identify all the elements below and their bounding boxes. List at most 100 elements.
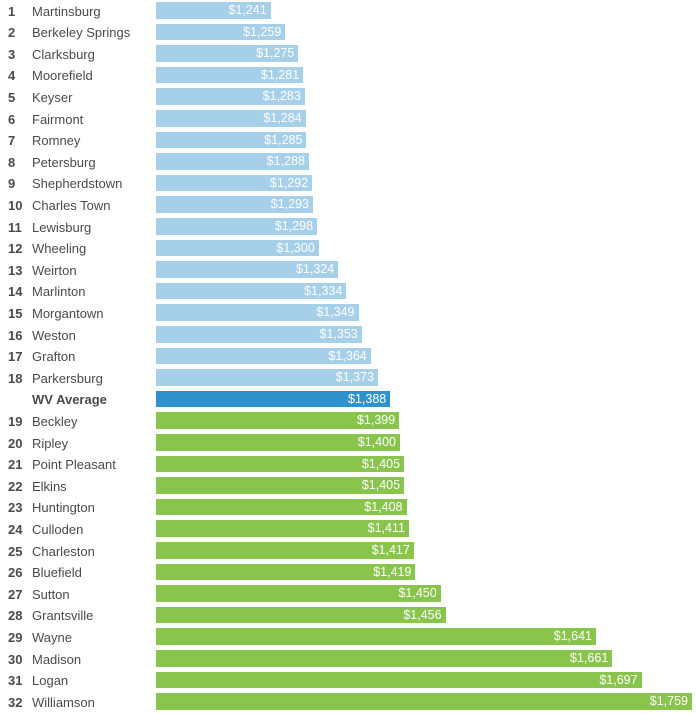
city-label: Grantsville (32, 608, 94, 624)
city-label: Grafton (32, 349, 76, 365)
bar-value-label: $1,405 (361, 478, 401, 493)
rank-label: 26 (8, 565, 23, 581)
bar-row: 16 Weston $1,353 (0, 325, 696, 347)
bar-row: 22 Elkins $1,405 (0, 476, 696, 498)
city-label: Lewisburg (32, 219, 92, 235)
rank-label: 6 (8, 111, 16, 127)
bar-row: 26 Bluefield $1,419 (0, 562, 696, 584)
rank-label: 30 (8, 651, 23, 667)
bar-row: 13 Weirton $1,324 (0, 260, 696, 282)
bar-value-label: $1,241 (228, 3, 267, 17)
bar-value-label: $1,373 (335, 370, 375, 385)
bar-row: 32 Williamson $1,759 (0, 692, 696, 714)
rank-label: 10 (8, 197, 23, 213)
bar-value-label: $1,281 (260, 67, 300, 82)
city-label: Point Pleasant (32, 457, 116, 473)
bar-row: 17 Grafton $1,364 (0, 346, 696, 368)
bar: $1,400 (156, 434, 400, 451)
bar-value-label: $1,259 (243, 24, 282, 39)
city-label: Elkins (32, 478, 67, 494)
bar: $1,388 (156, 390, 391, 408)
bar-row: 15 Morgantown $1,349 (0, 303, 696, 325)
bar-value-label: $1,292 (269, 175, 309, 190)
bar-row: 5 Keyser $1,283 (0, 87, 696, 109)
rank-label: 5 (8, 89, 16, 105)
rank-label: 29 (8, 629, 23, 645)
bar: $1,405 (156, 455, 405, 473)
city-label: Morgantown (32, 305, 104, 321)
rank-label: 3 (8, 46, 16, 62)
bar-row: 3 Clarksburg $1,275 (0, 44, 696, 66)
bar: $1,288 (156, 153, 309, 170)
city-label: Huntington (32, 500, 95, 516)
bar-value-label: $1,298 (274, 219, 314, 233)
bar: $1,417 (156, 542, 414, 559)
city-label: Martinsburg (32, 3, 101, 19)
bar: $1,450 (156, 585, 441, 602)
rank-label: 8 (8, 154, 16, 170)
bar-row: 14 Marlinton $1,334 (0, 281, 696, 303)
rank-label: 21 (8, 457, 23, 473)
city-label: Marlinton (32, 284, 86, 300)
bar: $1,349 (156, 304, 359, 321)
bar-value-label: $1,759 (649, 694, 688, 709)
bar-row: 2 Berkeley Springs $1,259 (0, 22, 696, 44)
rank-label: 22 (8, 478, 23, 494)
bar: $1,300 (156, 239, 319, 257)
bar: $1,411 (156, 520, 409, 537)
city-label: Ripley (32, 435, 69, 451)
bar-row: 8 Petersburg $1,288 (0, 152, 696, 174)
rank-label: 4 (8, 68, 16, 84)
bar-value-label: $1,697 (599, 672, 638, 687)
rank-label: 23 (8, 500, 23, 516)
rank-label: 27 (8, 586, 23, 602)
bar-row: 9 Shepherdstown $1,292 (0, 173, 696, 195)
city-label: Weston (32, 327, 76, 343)
bar: $1,283 (156, 88, 305, 105)
city-label: Logan (32, 673, 69, 689)
bar-value-label: $1,408 (364, 499, 403, 514)
city-label: Williamson (32, 694, 95, 710)
bar-row: 24 Culloden $1,411 (0, 519, 696, 541)
bar-value-label: $1,450 (398, 586, 437, 601)
city-label: Fairmont (32, 111, 84, 127)
bar-row: 30 Madison $1,661 (0, 649, 696, 671)
rank-label: 7 (8, 133, 16, 149)
bar-value-label: $1,353 (319, 327, 358, 341)
city-label: Shepherdstown (32, 176, 123, 192)
bar-value-label: $1,419 (373, 564, 412, 579)
bar: $1,364 (156, 347, 371, 365)
bar: $1,399 (156, 412, 400, 429)
city-label: Clarksburg (32, 46, 95, 62)
bar: $1,641 (156, 628, 597, 645)
bar: $1,241 (156, 2, 271, 19)
rank-label: 13 (8, 262, 23, 278)
city-label: Bluefield (32, 565, 82, 581)
bar-value-label: $1,334 (304, 283, 343, 298)
city-label: Sutton (32, 586, 70, 602)
bar-value-label: $1,324 (295, 262, 335, 277)
rank-label: 9 (8, 176, 16, 192)
bar: $1,661 (156, 650, 613, 667)
city-label: Berkeley Springs (32, 25, 131, 41)
rank-label: 32 (8, 694, 23, 710)
bar-row: 29 Wayne $1,641 (0, 627, 696, 649)
bar-value-label: $1,288 (266, 154, 305, 169)
bar-value-label: $1,456 (403, 607, 442, 622)
rank-label: 19 (8, 413, 23, 429)
bar-value-label: $1,388 (348, 391, 387, 406)
bar: $1,259 (156, 23, 286, 41)
bar: $1,456 (156, 606, 446, 624)
bar: $1,408 (156, 498, 407, 516)
bar-value-label: $1,364 (328, 348, 367, 363)
city-label: Petersburg (32, 154, 96, 170)
bar-row: 28 Grantsville $1,456 (0, 605, 696, 627)
bar-row: 4 Moorefield $1,281 (0, 65, 696, 87)
rank-label: 20 (8, 435, 23, 451)
rank-label: 12 (8, 241, 23, 257)
bar: $1,284 (156, 110, 306, 127)
bar-row: 7 Romney $1,285 (0, 130, 696, 152)
bar-value-label: $1,275 (256, 46, 295, 61)
bar-value-label: $1,300 (276, 240, 315, 255)
city-label: Moorefield (32, 68, 93, 84)
